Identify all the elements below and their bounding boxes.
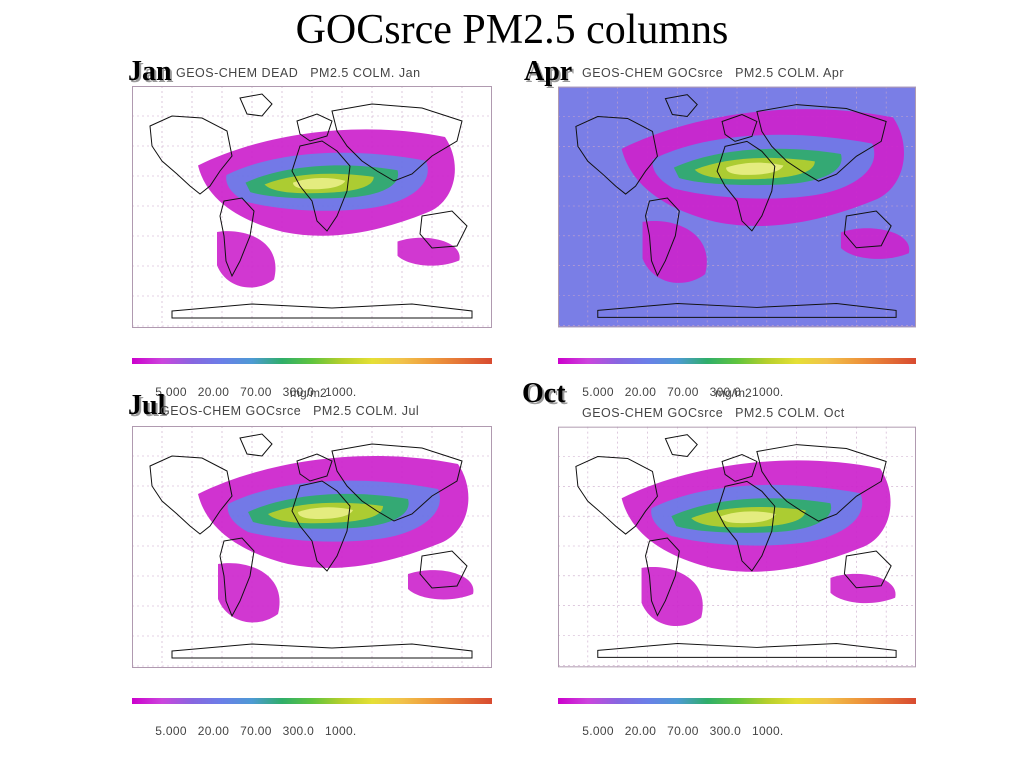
continent-outline (721, 453, 758, 482)
tick: 20.00 (624, 385, 657, 399)
continent-outline (756, 104, 887, 182)
continent-outline (171, 303, 473, 319)
map-panel-jan (132, 86, 492, 328)
tick: 70.00 (240, 385, 272, 399)
month-label-jan: Jan (128, 56, 172, 87)
continent-outline (419, 550, 468, 589)
continent-outline (296, 453, 333, 482)
colorbar-jan (132, 358, 492, 364)
tick: 300.0 (709, 385, 742, 399)
plot-title-jul: GEOS-CHEM GOCsrce PM2.5 COLM. Jul (160, 404, 420, 418)
field-low-south (840, 228, 910, 259)
continent-outline (664, 434, 698, 458)
continent-outline (597, 642, 897, 658)
map-frame (558, 86, 916, 328)
tick: 300.0 (282, 724, 315, 738)
pm25-field (621, 460, 896, 626)
field-peak (721, 511, 776, 524)
colorbar-ticks-apr: 5.000 20.00 70.00 300.0 1000. (575, 371, 784, 399)
continent-outline (149, 115, 233, 195)
plot-title-jan: GEOS-CHEM DEAD PM2.5 COLM. Jan (176, 66, 421, 80)
continent-outline (171, 643, 473, 659)
continent-outline (149, 455, 233, 535)
field-low-south (216, 231, 276, 288)
continent-outline (419, 210, 468, 249)
tick: 300.0 (709, 724, 742, 738)
field-peak (293, 178, 346, 190)
continent-outline (721, 113, 758, 142)
tick: 300.0 (282, 385, 315, 399)
plot-title-apr: GEOS-CHEM GOCsrce PM2.5 COLM. Apr (582, 66, 844, 80)
tick: 5.000 (155, 385, 187, 399)
field-low-south (218, 563, 280, 623)
field-low-south (397, 237, 460, 266)
continent-outline (645, 197, 680, 277)
tick: 70.00 (667, 724, 699, 738)
map-panel-apr (558, 86, 916, 328)
continent-outline (645, 537, 680, 617)
continent-outline (756, 444, 887, 522)
field-low-south (408, 570, 474, 600)
continent-outline (291, 480, 351, 572)
map-svg (132, 86, 492, 328)
map-svg (558, 86, 916, 328)
continent-outline (575, 116, 658, 195)
map-frame (132, 426, 492, 668)
continent-outline (331, 103, 463, 182)
continent-outline (664, 94, 698, 118)
tick: 20.00 (624, 724, 657, 738)
continent-outline (597, 302, 897, 318)
map-panel-oct (558, 426, 916, 668)
field-peak (298, 507, 353, 519)
map-svg (132, 426, 492, 668)
pm25-field (197, 129, 460, 288)
tick: 1000. (325, 724, 357, 738)
colorbar-ticks-jan: 5.000 20.00 70.00 300.0 1000. (148, 371, 357, 399)
colorbar-ticks-jul: 5.000 20.00 70.00 300.0 1000. (148, 710, 357, 738)
map-panel-jul (132, 426, 492, 668)
continent-outline (716, 140, 776, 232)
colorbar-unit-jan: mg/m2 (290, 386, 327, 400)
pm25-field (621, 109, 910, 283)
field-peak (726, 162, 784, 175)
tick: 1000. (752, 385, 784, 399)
continent-outline (843, 210, 892, 249)
field-low-south (642, 220, 707, 283)
tick: 5.000 (582, 385, 614, 399)
tick: 70.00 (240, 724, 272, 738)
colorbar-ticks-oct: 5.000 20.00 70.00 300.0 1000. (575, 710, 784, 738)
tick: 1000. (325, 385, 357, 399)
continent-outline (239, 93, 273, 117)
continent-outline (716, 480, 776, 572)
map-frame (132, 86, 492, 328)
tick: 20.00 (197, 385, 230, 399)
continent-outline (575, 456, 658, 535)
continent-outline (291, 140, 351, 232)
tick: 5.000 (155, 724, 187, 738)
plot-title-oct: GEOS-CHEM GOCsrce PM2.5 COLM. Oct (582, 406, 845, 420)
colorbar-apr (558, 358, 916, 364)
month-label-jul: Jul (128, 390, 166, 421)
tick: 70.00 (667, 385, 699, 399)
continent-outline (296, 113, 333, 142)
continent-outline (331, 443, 463, 522)
continent-outline (239, 433, 273, 457)
colorbar-unit-apr: mg/m2 (715, 386, 752, 400)
map-svg (558, 426, 916, 668)
month-label-oct: Oct (522, 378, 566, 409)
pm25-field (198, 455, 474, 623)
month-label-apr: Apr (524, 56, 573, 87)
tick: 5.000 (582, 724, 614, 738)
slide-title: GOCsrce PM2.5 columns (295, 7, 729, 53)
map-frame (558, 426, 916, 668)
field-low-south (830, 573, 896, 604)
colorbar-oct (558, 698, 916, 704)
continent-outline (219, 537, 255, 618)
continent-outline (219, 197, 255, 278)
tick: 1000. (752, 724, 784, 738)
colorbar-jul (132, 698, 492, 704)
tick: 20.00 (197, 724, 230, 738)
field-low-south (641, 566, 703, 626)
continent-outline (843, 550, 892, 589)
